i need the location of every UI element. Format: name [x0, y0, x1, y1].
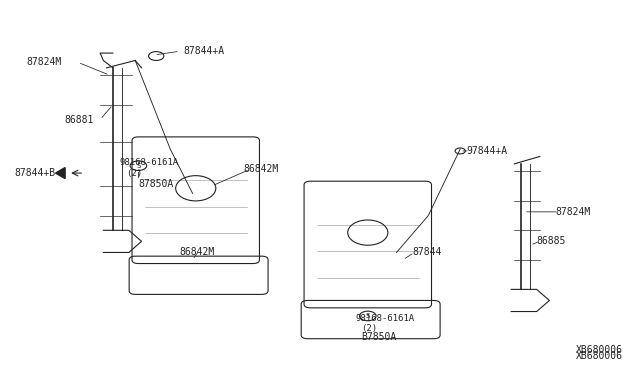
Text: 86885: 86885 — [537, 236, 566, 246]
Text: S: S — [365, 313, 370, 319]
Text: 98168-6161A: 98168-6161A — [119, 157, 179, 167]
Text: XB680006: XB680006 — [576, 351, 623, 361]
Text: XB680006: XB680006 — [576, 345, 623, 355]
Text: 98168-6161A: 98168-6161A — [355, 314, 414, 323]
Text: 87844+B: 87844+B — [15, 168, 56, 178]
Text: 87850A: 87850A — [138, 179, 173, 189]
Polygon shape — [56, 167, 65, 179]
Text: 97844+A: 97844+A — [467, 146, 508, 156]
Text: 86881: 86881 — [65, 115, 94, 125]
Text: 87844: 87844 — [412, 247, 442, 257]
Text: 87844+A: 87844+A — [183, 46, 224, 56]
Text: (2): (2) — [362, 324, 378, 333]
Text: 86842M: 86842M — [180, 247, 215, 257]
Text: S: S — [136, 163, 141, 169]
Text: (2): (2) — [125, 169, 142, 177]
Text: 86842M: 86842M — [244, 164, 279, 174]
Text: 87824M: 87824M — [556, 207, 591, 217]
Text: 87824M: 87824M — [27, 57, 62, 67]
Text: B7850A: B7850A — [362, 332, 397, 342]
